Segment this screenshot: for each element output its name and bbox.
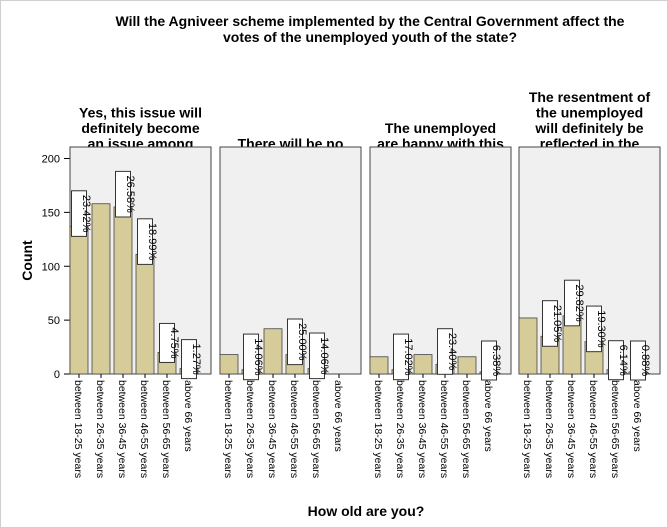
x-tick-label: between 36-45 years	[565, 380, 577, 478]
panel-header-line: the unemployed	[536, 105, 643, 121]
data-label-group: 19.30%	[586, 305, 607, 353]
data-label: 23.42%	[80, 195, 92, 233]
data-label-box	[481, 340, 497, 381]
bar	[518, 317, 538, 375]
x-tick-label: between 18-25 years	[372, 380, 384, 478]
x-tick-label: between 26-35 years	[94, 380, 106, 478]
data-label: 23.40%	[446, 333, 458, 371]
panel-header-line: The resentment of	[529, 89, 651, 105]
x-tick-label: between 36-45 years	[116, 380, 128, 478]
data-label-group: 25.00%	[287, 318, 308, 366]
panel-header-line: will definitely be	[534, 120, 643, 136]
x-axis-label: How old are you?	[308, 503, 425, 519]
x-tick-label: between 36-45 years	[266, 380, 278, 478]
x-tick-label: between 36-45 years	[416, 380, 428, 478]
data-label-box	[542, 300, 558, 347]
data-label: 6.14%	[617, 345, 629, 376]
data-label-box	[630, 340, 646, 381]
data-label-group: 29.82%	[564, 279, 585, 327]
data-label-box	[115, 170, 131, 218]
x-tick-label: between 56-65 years	[460, 380, 472, 478]
data-label-box	[586, 305, 602, 353]
data-label: 19.30%	[595, 310, 607, 348]
data-label: 0.88%	[639, 345, 651, 376]
chart-title-line: votes of the unemployed youth of the sta…	[223, 29, 517, 45]
data-label-box	[287, 318, 303, 366]
panel-header-line: Yes, this issue will	[79, 105, 202, 121]
data-label: 14.06%	[318, 337, 330, 375]
y-tick-label: 200	[42, 154, 60, 166]
x-tick-label: between 26-35 years	[244, 380, 256, 478]
x-tick-label: above 66 years	[332, 380, 344, 452]
data-label-box	[608, 340, 624, 381]
y-tick-label: 100	[42, 261, 60, 273]
bar	[91, 203, 111, 375]
data-label-box	[159, 322, 175, 363]
data-label: 1.27%	[190, 344, 202, 375]
x-tick-label: above 66 years	[631, 380, 643, 452]
data-label-group: 1.27%	[181, 339, 202, 380]
data-label: 6.38%	[490, 345, 502, 376]
bar	[263, 328, 283, 375]
data-label-group: 4.75%	[159, 322, 180, 363]
bar	[413, 354, 433, 375]
data-label-box	[309, 332, 325, 380]
x-tick-label: above 66 years	[482, 380, 494, 452]
data-label-box	[71, 190, 87, 237]
data-label-group: 6.14%	[608, 340, 629, 381]
data-label-box	[181, 339, 197, 380]
bar	[69, 225, 89, 375]
x-tick-label: between 18-25 years	[222, 380, 234, 478]
data-label-group: 23.40%	[437, 328, 458, 375]
data-label-group: 6.38%	[481, 340, 502, 381]
y-tick-label: 50	[48, 315, 60, 327]
x-tick-label: between 26-35 years	[543, 380, 555, 478]
data-label: 14.06%	[252, 338, 264, 376]
panel-header-line: The unemployed	[385, 120, 496, 136]
data-label-box	[243, 333, 259, 381]
bar	[219, 354, 239, 375]
bar	[113, 206, 133, 375]
data-label-group: 14.06%	[309, 332, 330, 380]
x-tick-label: between 46-55 years	[587, 380, 599, 478]
data-label-box	[564, 279, 580, 327]
data-label-group: 26.58%	[115, 170, 136, 218]
x-tick-label: above 66 years	[182, 380, 194, 452]
y-tick-label: 0	[54, 369, 60, 381]
data-label-box	[137, 218, 153, 265]
bar	[457, 356, 477, 375]
data-label-group: 23.42%	[71, 190, 92, 237]
data-label-box	[437, 328, 453, 375]
data-label: 17.02%	[402, 338, 414, 376]
x-tick-label: between 56-65 years	[310, 380, 322, 478]
y-axis-label: Count	[19, 240, 35, 281]
y-tick-label: 150	[42, 207, 60, 219]
x-tick-label: between 46-55 years	[438, 380, 450, 478]
x-tick-label: between 46-55 years	[138, 380, 150, 478]
data-label-box	[393, 333, 409, 381]
data-label-group: 0.88%	[630, 340, 651, 381]
bar	[369, 356, 389, 375]
x-tick-label: between 56-65 years	[609, 380, 621, 478]
data-label: 4.75%	[168, 327, 180, 358]
data-label-group: 14.06%	[243, 333, 264, 381]
chart-title-line: Will the Agniveer scheme implemented by …	[116, 13, 625, 29]
panel-header-line: definitely become	[81, 120, 199, 136]
bar	[135, 253, 155, 375]
x-tick-label: between 26-35 years	[394, 380, 406, 478]
x-tick-label: between 46-55 years	[288, 380, 300, 478]
data-label: 21.05%	[551, 305, 563, 343]
data-label-group: 17.02%	[393, 333, 414, 381]
x-tick-label: between 56-65 years	[160, 380, 172, 478]
data-label-group: 21.05%	[542, 300, 563, 347]
x-tick-label: between 18-25 years	[72, 380, 84, 478]
data-label: 29.82%	[573, 284, 585, 322]
data-label: 26.58%	[124, 176, 136, 214]
data-label: 25.00%	[296, 323, 308, 361]
data-label-group: 18.99%	[137, 218, 158, 265]
data-label: 18.99%	[146, 223, 158, 261]
x-tick-label: between 18-25 years	[521, 380, 533, 478]
